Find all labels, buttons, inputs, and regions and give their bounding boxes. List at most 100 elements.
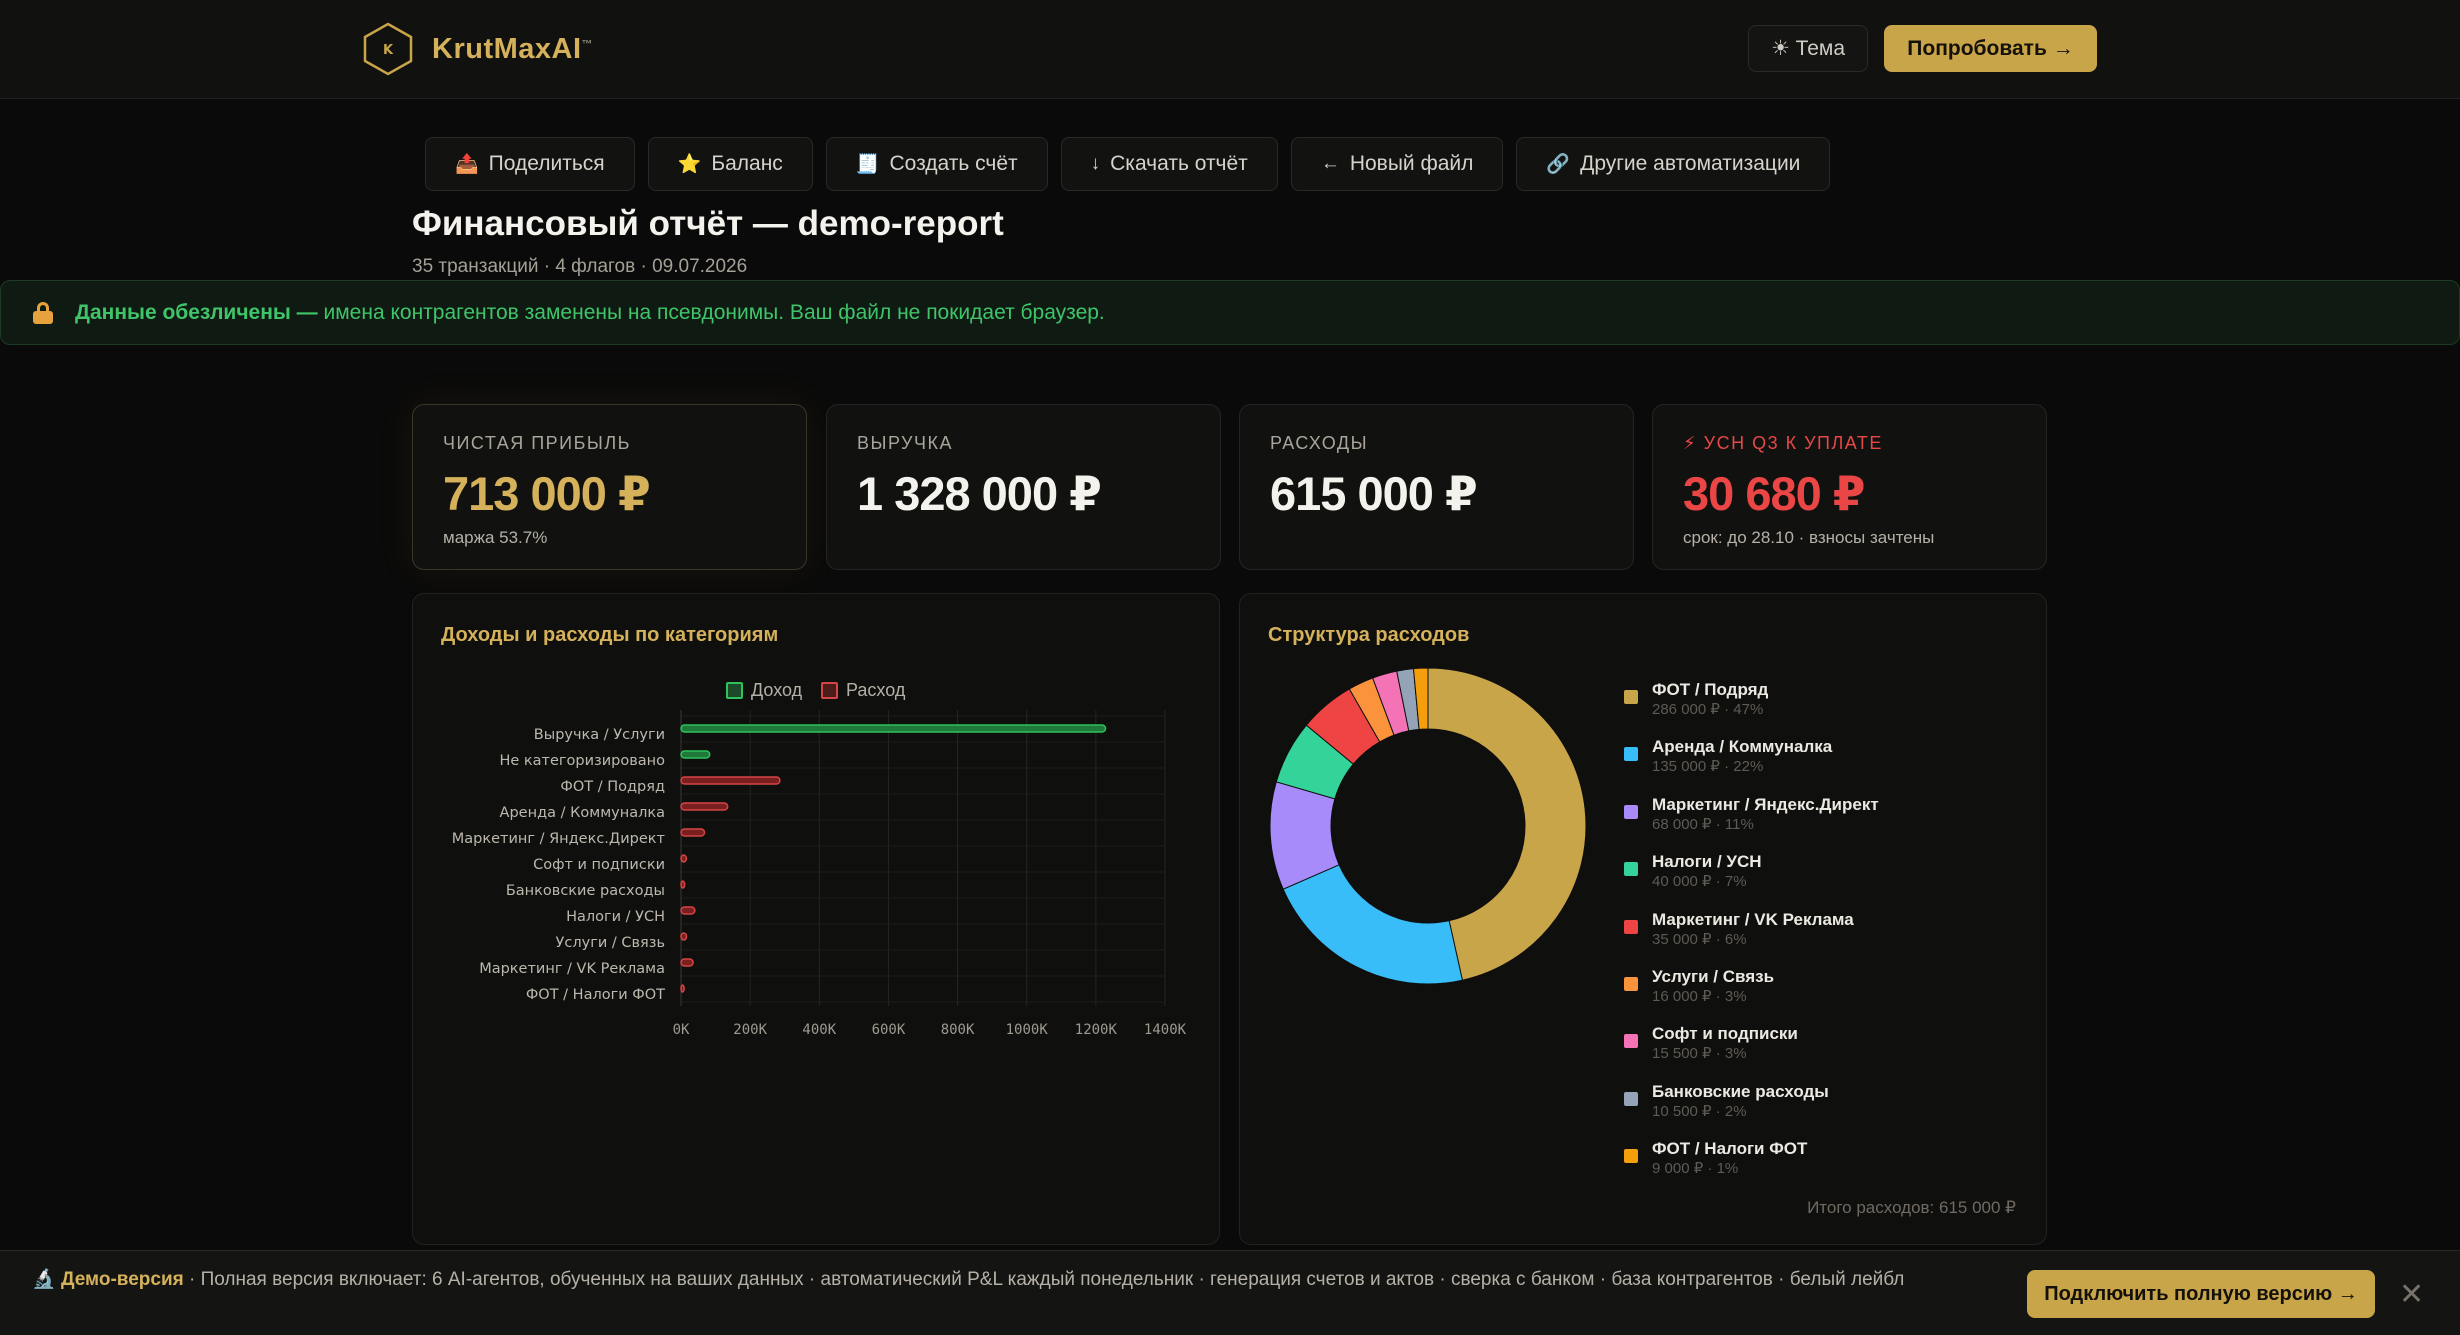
category-label: ФОТ / Подряд [560, 779, 665, 795]
legend-swatch [1624, 1149, 1638, 1164]
x-tick-label: 1000K [1006, 1022, 1049, 1038]
legend-swatch [1624, 804, 1638, 819]
close-icon[interactable]: ✕ [2399, 1278, 2425, 1311]
kpi-expenses-card: РАСХОДЫ 615 000 ₽ [1239, 404, 1634, 570]
donut-chart-panel: Структура расходов ФОТ / Подряд 286 000 ₽… [1239, 593, 2047, 1245]
expense-bar[interactable] [680, 958, 694, 967]
logo[interactable]: K KrutMaxAI™ [362, 21, 593, 77]
download-report-button[interactable]: ↓ Скачать отчёт [1060, 137, 1278, 191]
legend-swatch [1624, 1034, 1638, 1049]
legend-label: Налоги / УСН [1652, 852, 1762, 872]
create-invoice-button[interactable]: 🧾 Создать счёт [825, 137, 1048, 191]
expense-bar[interactable] [680, 984, 685, 993]
donut-chart [1269, 667, 1587, 985]
legend-row[interactable]: Маркетинг / Яндекс.Директ 68 000 ₽ · 11% [1624, 794, 1879, 851]
legend-label: Маркетинг / Яндекс.Директ [1652, 794, 1879, 814]
legend-row[interactable]: Маркетинг / VK Реклама 35 000 ₽ · 6% [1624, 909, 1879, 966]
expense-bar[interactable] [680, 880, 686, 889]
kpi-label: РАСХОДЫ [1270, 433, 1369, 453]
x-tick-label: 600K [872, 1022, 906, 1038]
donut-slice[interactable] [1282, 864, 1464, 985]
star-icon: ⭐ [677, 154, 702, 175]
kpi-value: 615 000 ₽ [1270, 467, 1478, 520]
legend-label: Маркетинг / VK Реклама [1652, 909, 1854, 929]
x-tick-label: 1400K [1144, 1022, 1187, 1038]
legend-row[interactable]: ФОТ / Налоги ФОТ 9 000 ₽ · 1% [1624, 1138, 1879, 1195]
expense-bar[interactable] [680, 932, 688, 941]
legend-swatch [1624, 976, 1638, 991]
privacy-banner: Данные обезличены — имена контрагентов з… [0, 280, 2460, 345]
expenses-total: Итого расходов: 615 000 ₽ [1807, 1198, 2016, 1217]
top-navbar: K KrutMaxAI™ ☀ Тема Попробовать → [0, 0, 2460, 99]
legend-row[interactable]: Банковские расходы 10 500 ₽ · 2% [1624, 1081, 1879, 1138]
kpi-label: ЧИСТАЯ ПРИБЫЛЬ [443, 433, 631, 453]
legend-row[interactable]: Аренда / Коммуналка 135 000 ₽ · 22% [1624, 736, 1879, 793]
category-label: Выручка / Услуги [534, 727, 665, 743]
legend-label: Банковские расходы [1652, 1081, 1829, 1101]
expense-swatch [821, 682, 838, 699]
kpi-value: 1 328 000 ₽ [857, 467, 1102, 520]
expense-bar[interactable] [680, 906, 696, 915]
kpi-value: 713 000 ₽ [443, 467, 651, 520]
kpi-revenue-card: ВЫРУЧКА 1 328 000 ₽ [826, 404, 1221, 570]
legend-row[interactable]: Услуги / Связь 16 000 ₽ · 3% [1624, 966, 1879, 1023]
x-tick-label: 1200K [1075, 1022, 1118, 1038]
kpi-net-profit-card: ЧИСТАЯ ПРИБЫЛЬ 713 000 ₽ маржа 53.7% [412, 404, 807, 570]
legend-row[interactable]: ФОТ / Подряд 286 000 ₽ · 47% [1624, 679, 1879, 736]
kpi-label: ⚡ УСН Q3 К УПЛАТЕ [1683, 433, 1883, 453]
legend-meta: 135 000 ₽ · 22% [1652, 758, 1764, 776]
arrow-left-icon: ← [1320, 153, 1340, 174]
income-bar[interactable] [680, 750, 711, 759]
legend-income[interactable]: Доход [726, 680, 802, 701]
lock-icon [33, 301, 53, 324]
kpi-note: срок: до 28.10 · взносы зачтены [1683, 528, 1935, 547]
category-label: Маркетинг / Яндекс.Директ [452, 831, 666, 847]
legend-row[interactable]: Софт и подписки 15 500 ₽ · 3% [1624, 1023, 1879, 1080]
x-tick-label: 200K [733, 1022, 767, 1038]
kpi-label: ВЫРУЧКА [857, 433, 953, 453]
legend-swatch [1624, 690, 1638, 704]
balance-button[interactable]: ⭐ Баланс [647, 137, 813, 191]
theme-toggle-button[interactable]: ☀ Тема [1748, 25, 1868, 72]
legend-meta: 68 000 ₽ · 11% [1652, 815, 1754, 833]
kpi-note: маржа 53.7% [443, 528, 548, 547]
category-label: Налоги / УСН [566, 909, 665, 925]
donut-slice[interactable] [1427, 667, 1587, 981]
legend-meta: 9 000 ₽ · 1% [1652, 1160, 1739, 1178]
logo-text: KrutMaxAI™ [432, 32, 594, 65]
legend-label: Софт и подписки [1652, 1024, 1798, 1044]
donut-slice[interactable] [1412, 667, 1429, 730]
arrow-down-icon: ↓ [1090, 153, 1101, 174]
try-button[interactable]: Попробовать → [1884, 25, 2097, 72]
legend-expense[interactable]: Расход [821, 680, 905, 701]
page-subtitle: 35 транзакций · 4 флагов · 09.07.2026 [412, 256, 748, 277]
expense-bar[interactable] [680, 802, 729, 811]
income-bar[interactable] [680, 724, 1107, 733]
logo-letter: K [383, 43, 394, 58]
expense-bar[interactable] [680, 854, 688, 863]
connect-full-version-button[interactable]: Подключить полную версию → [2027, 1270, 2375, 1318]
category-label: ФОТ / Налоги ФОТ [526, 987, 665, 1003]
donut-legend: ФОТ / Подряд 286 000 ₽ · 47% Аренда / Комм… [1624, 679, 1879, 1196]
legend-label: ФОТ / Налоги ФОТ [1652, 1139, 1808, 1159]
legend-meta: 10 500 ₽ · 2% [1652, 1102, 1747, 1120]
legend-meta: 35 000 ₽ · 6% [1652, 930, 1747, 948]
microscope-icon: 🔬 [32, 1269, 56, 1290]
expense-bar[interactable] [680, 776, 781, 785]
kpi-value: 30 680 ₽ [1683, 467, 1866, 520]
bar-chart: 0K 200K 400K 600K 800K 1000K 1200K 1400K Выручка… [452, 710, 1187, 1038]
privacy-text: Данные обезличены — имена контрагентов з… [75, 300, 1105, 324]
share-button[interactable]: 📤 Поделиться [425, 137, 635, 191]
x-tick-label: 400K [802, 1022, 836, 1038]
action-toolbar: 📤 Поделиться ⭐ Баланс 🧾 Создать счёт ↓ Скача… [425, 137, 1831, 191]
category-label: Банковские расходы [506, 883, 665, 899]
expense-bar[interactable] [680, 828, 706, 837]
other-automations-button[interactable]: 🔗 Другие автоматизации [1516, 137, 1831, 191]
legend-row[interactable]: Налоги / УСН 40 000 ₽ · 7% [1624, 851, 1879, 908]
receipt-icon: 🧾 [855, 154, 880, 175]
panel-title: Структура расходов [1268, 624, 1470, 646]
footer-text: 🔬 Демо-версия · Полная версия включает: … [32, 1269, 1905, 1290]
legend-meta: 16 000 ₽ · 3% [1652, 987, 1747, 1005]
x-tick-label: 800K [941, 1022, 975, 1038]
new-file-button[interactable]: ← Новый файл [1290, 137, 1504, 191]
